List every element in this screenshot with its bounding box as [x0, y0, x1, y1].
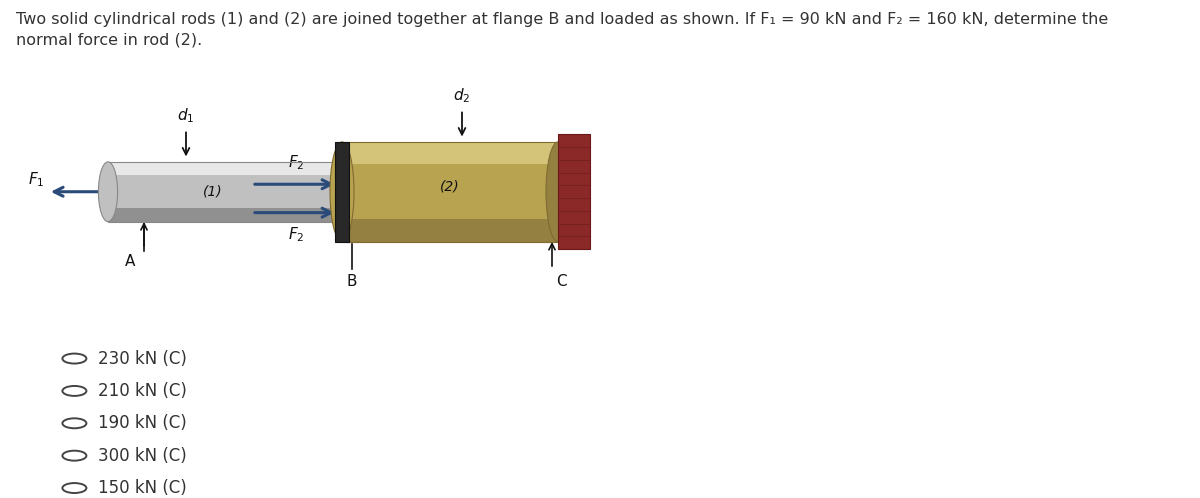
Text: $F_2$: $F_2$ — [288, 225, 305, 244]
Polygon shape — [108, 208, 342, 222]
Ellipse shape — [330, 142, 354, 242]
Polygon shape — [342, 164, 558, 219]
Text: $d_1$: $d_1$ — [178, 106, 194, 124]
Text: (1): (1) — [203, 185, 223, 199]
Polygon shape — [108, 175, 342, 208]
Text: Two solid cylindrical rods (1) and (2) are joined together at flange B and loade: Two solid cylindrical rods (1) and (2) a… — [16, 12, 1108, 47]
Text: $F_2$: $F_2$ — [288, 153, 305, 172]
Text: A: A — [125, 254, 134, 269]
Text: 150 kN (C): 150 kN (C) — [98, 479, 187, 497]
Polygon shape — [342, 219, 558, 242]
Bar — [558, 134, 590, 249]
Text: 300 kN (C): 300 kN (C) — [98, 447, 187, 465]
Text: (2): (2) — [440, 180, 460, 194]
Text: 210 kN (C): 210 kN (C) — [98, 382, 187, 400]
Polygon shape — [342, 142, 558, 164]
Text: $F_1$: $F_1$ — [28, 170, 44, 189]
Ellipse shape — [98, 162, 118, 222]
Bar — [335, 142, 349, 242]
Text: B: B — [347, 274, 356, 289]
Text: C: C — [557, 274, 566, 289]
Text: $d_2$: $d_2$ — [454, 86, 470, 105]
Ellipse shape — [546, 142, 570, 242]
Ellipse shape — [332, 162, 352, 222]
Text: 230 kN (C): 230 kN (C) — [98, 350, 187, 368]
Text: 190 kN (C): 190 kN (C) — [98, 414, 187, 432]
Polygon shape — [108, 162, 342, 175]
